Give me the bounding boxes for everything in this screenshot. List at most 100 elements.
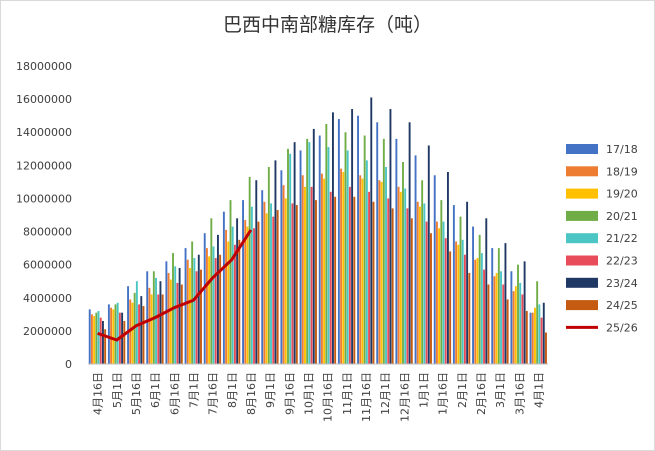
bar-22-23-3 — [157, 294, 160, 364]
x-tick-label: 6月1日 — [149, 372, 162, 408]
bar-19-20-7 — [227, 241, 230, 364]
bar-20-21-8 — [248, 176, 251, 364]
bar-20-21-19 — [459, 216, 462, 364]
bar-17-18-20 — [472, 226, 474, 364]
legend-label: 21/22 — [606, 232, 638, 245]
bar-22-23-15 — [387, 198, 390, 364]
y-tick-label: 6000000 — [23, 259, 72, 272]
bar-24-25-18 — [449, 251, 452, 364]
bar-21-22-19 — [461, 239, 464, 364]
bar-23-24-15 — [389, 109, 392, 364]
bar-24-25-13 — [353, 196, 356, 364]
bar-18-19-17 — [416, 201, 419, 364]
bar-18-19-13 — [340, 168, 343, 364]
bar-20-21-6 — [210, 218, 213, 364]
y-tick-label: 14000000 — [16, 126, 72, 139]
bar-22-23-4 — [176, 282, 179, 364]
bar-21-22-4 — [174, 266, 177, 364]
bar-22-23-0 — [99, 317, 102, 364]
bar-24-25-4 — [180, 284, 183, 364]
bar-23-24-16 — [408, 122, 411, 364]
bar-21-22-23 — [538, 304, 541, 364]
bar-17-18-6 — [203, 233, 206, 364]
bar-19-20-11 — [304, 186, 306, 364]
bar-23-24-11 — [312, 128, 315, 364]
bar-18-19-0 — [90, 314, 93, 364]
bar-19-20-19 — [457, 244, 460, 364]
legend-swatch — [566, 233, 598, 244]
bar-23-24-19 — [466, 201, 469, 364]
bar-23-24-8 — [255, 180, 258, 364]
bar-23-24-2 — [140, 296, 143, 364]
bar-19-20-22 — [514, 286, 517, 364]
bar-22-23-6 — [214, 258, 217, 364]
legend-label: 19/20 — [606, 188, 638, 201]
bar-18-19-19 — [455, 241, 458, 364]
legend-label: 20/21 — [606, 210, 638, 223]
y-tick-label: 0 — [65, 358, 72, 371]
bar-24-25-15 — [391, 208, 394, 364]
bar-24-25-3 — [161, 294, 164, 364]
bar-23-24-4 — [178, 267, 181, 364]
bar-18-19-11 — [301, 175, 304, 364]
bar-17-18-8 — [242, 200, 244, 364]
bar-17-18-7 — [222, 211, 225, 364]
bar-18-19-4 — [167, 272, 170, 364]
bar-24-25-11 — [315, 200, 317, 364]
bar-19-20-18 — [438, 228, 441, 364]
bar-19-20-20 — [476, 258, 479, 364]
bar-19-20-15 — [380, 181, 383, 364]
bar-series — [88, 97, 547, 365]
bar-18-19-7 — [225, 229, 228, 364]
bar-21-22-18 — [442, 221, 445, 364]
legend: 17/18 18/19 19/20 20/21 21/22 22/23 23/24 24/25… — [566, 143, 638, 334]
bar-21-22-21 — [500, 271, 502, 364]
bar-24-25-21 — [506, 299, 509, 364]
bar-18-19-8 — [244, 219, 247, 364]
legend-swatch — [566, 144, 598, 154]
bar-23-24-7 — [236, 218, 239, 364]
bar-22-23-20 — [483, 269, 486, 364]
x-tick-label: 7月16日 — [207, 372, 220, 415]
x-tick-label: 11月16日 — [360, 372, 373, 422]
bar-18-19-14 — [359, 175, 362, 364]
x-tick-label: 9月16日 — [283, 372, 296, 415]
y-tick-label: 16000000 — [16, 93, 72, 106]
x-tick-label: 9月1日 — [264, 372, 277, 408]
bar-22-23-5 — [195, 271, 198, 364]
y-axis: 0 2000000 4000000 6000000 8000000 10000000 120… — [16, 60, 72, 371]
bar-18-19-16 — [397, 186, 400, 364]
bar-21-22-5 — [193, 258, 196, 364]
bar-21-22-11 — [308, 142, 311, 364]
bar-20-21-15 — [382, 138, 385, 364]
bar-22-23-9 — [272, 216, 275, 364]
bar-20-21-7 — [229, 200, 232, 364]
bar-18-19-22 — [512, 291, 515, 364]
bar-24-25-22 — [525, 311, 528, 364]
x-tick-label: 2月1日 — [456, 372, 469, 408]
bar-20-21-12 — [325, 123, 328, 364]
bar-18-19-21 — [493, 276, 496, 364]
bar-20-21-16 — [402, 162, 404, 364]
bar-21-22-6 — [212, 246, 215, 364]
legend-swatch — [566, 210, 598, 221]
bar-19-20-17 — [419, 206, 421, 364]
y-tick-label: 18000000 — [16, 60, 72, 73]
bar-19-20-23 — [534, 307, 536, 364]
bar-19-20-6 — [208, 256, 211, 364]
bar-17-18-18 — [433, 175, 436, 364]
bar-17-18-10 — [280, 170, 283, 364]
bar-24-25-16 — [410, 218, 413, 364]
legend-label: 24/25 — [606, 299, 638, 312]
bar-20-21-21 — [497, 248, 500, 364]
chart-title: 巴西中南部糖库存（吨） — [222, 14, 432, 36]
bar-17-18-3 — [146, 271, 149, 364]
bar-24-25-2 — [142, 306, 145, 364]
bar-23-24-20 — [485, 218, 488, 364]
bar-21-22-0 — [97, 311, 100, 364]
bar-24-25-0 — [104, 329, 107, 364]
y-tick-label: 4000000 — [23, 292, 72, 305]
bar-22-23-14 — [368, 191, 371, 364]
bar-19-20-14 — [361, 178, 364, 364]
